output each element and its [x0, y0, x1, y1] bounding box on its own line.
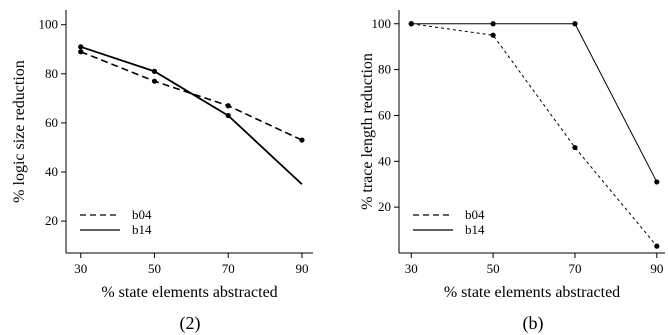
x-axis-label: % state elements abstracted — [444, 284, 620, 301]
legend-label-b14: b14 — [465, 222, 485, 237]
data-point-b14 — [225, 112, 231, 119]
x-tick-label: 90 — [650, 261, 663, 276]
legend-label-b04: b04 — [132, 207, 152, 222]
y-tick-label: 80 — [45, 66, 58, 81]
series-line-b04 — [411, 23, 658, 247]
y-tick-label: 100 — [39, 17, 59, 32]
y-tick-label: 80 — [378, 62, 391, 77]
y-axis-label: % logic size reduction — [11, 60, 28, 203]
x-tick-label: 30 — [74, 261, 87, 276]
data-point-b04 — [225, 103, 231, 109]
chart-caption: (b) — [523, 313, 544, 334]
data-point-b04 — [78, 49, 84, 55]
series-line-b04 — [80, 50, 303, 141]
chart-caption: (2) — [180, 313, 201, 334]
y-tick-label: 100 — [372, 16, 392, 31]
y-tick-label: 40 — [45, 164, 58, 179]
legend-label-b14: b14 — [132, 222, 152, 237]
data-point-b14 — [654, 179, 660, 185]
legend-label-b04: b04 — [465, 207, 485, 222]
x-tick-label: 50 — [148, 261, 161, 276]
data-point-b14 — [572, 21, 578, 27]
data-point-b04 — [654, 243, 660, 249]
data-point-b14 — [408, 21, 414, 27]
x-tick-label: 70 — [568, 261, 581, 276]
x-tick-label: 70 — [222, 261, 235, 276]
data-point-b04 — [299, 137, 305, 143]
y-tick-label: 40 — [378, 153, 391, 168]
y-tick-label: 20 — [378, 199, 391, 214]
x-axis-label: % state elements abstracted — [101, 284, 277, 301]
series-line-b14 — [411, 23, 658, 183]
series-line-b14 — [80, 45, 303, 185]
x-tick-label: 90 — [295, 261, 308, 276]
data-point-b04 — [490, 32, 496, 38]
data-point-b04 — [151, 78, 158, 84]
data-point-b14 — [78, 44, 84, 50]
y-tick-label: 60 — [45, 115, 58, 130]
x-tick-label: 30 — [405, 261, 418, 276]
data-point-b04 — [572, 144, 578, 151]
data-point-b14 — [151, 68, 158, 74]
y-axis-label: % trace length reduction — [359, 53, 376, 210]
data-point-b14 — [490, 21, 496, 27]
x-tick-label: 50 — [487, 261, 500, 276]
y-tick-label: 20 — [45, 213, 58, 228]
y-tick-label: 60 — [378, 107, 391, 122]
